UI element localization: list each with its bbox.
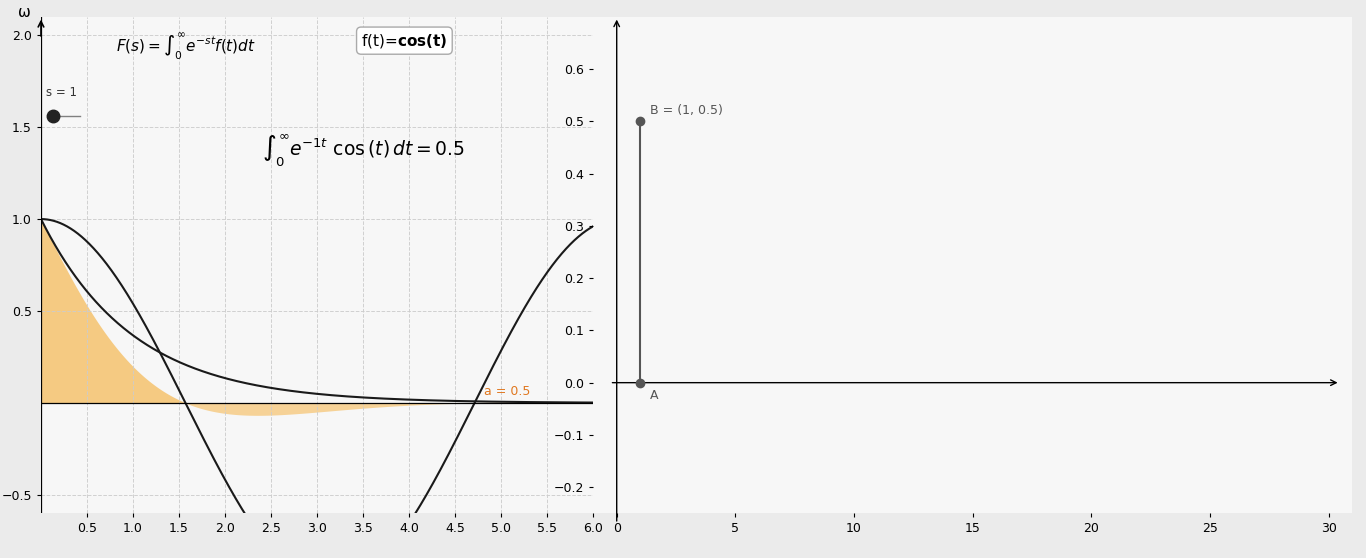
Text: B = (1, 0.5): B = (1, 0.5) — [650, 104, 723, 117]
Text: A: A — [650, 389, 658, 402]
Text: a = 0.5: a = 0.5 — [485, 384, 531, 398]
Text: f(t)=$\mathbf{cos(t)}$: f(t)=$\mathbf{cos(t)}$ — [361, 32, 448, 50]
Text: s = 1: s = 1 — [45, 86, 76, 99]
Text: ω: ω — [18, 6, 31, 21]
Text: $F(s) = \int_0^{\infty} e^{-st} f(t)dt$: $F(s) = \int_0^{\infty} e^{-st} f(t)dt$ — [116, 32, 255, 63]
Text: $\int_0^{\infty} e^{-1t}\ \cos\left(t\right)\, dt = 0.5$: $\int_0^{\infty} e^{-1t}\ \cos\left(t\ri… — [262, 131, 464, 168]
